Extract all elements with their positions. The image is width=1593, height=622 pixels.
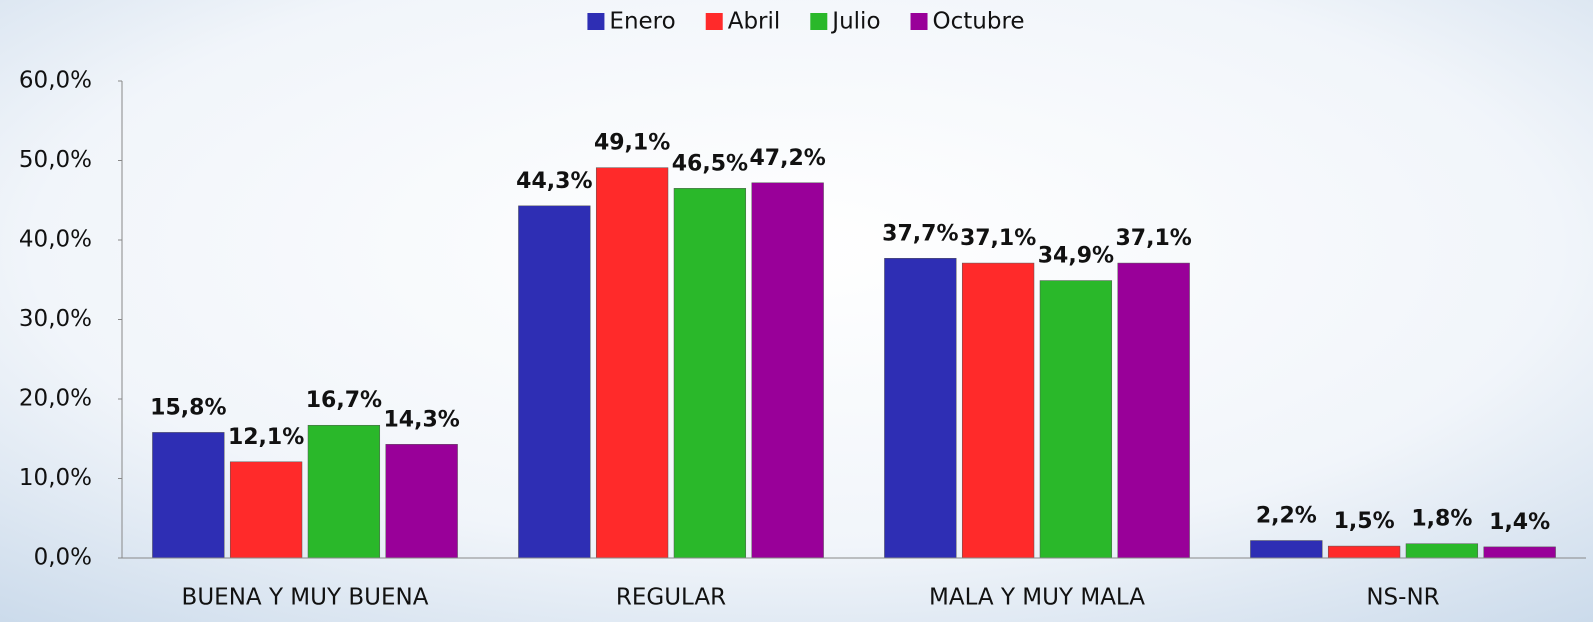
value-label: 37,7% [882,221,958,246]
bar [673,188,747,559]
x-tick-label: BUENA Y MUY BUENA [182,585,429,611]
value-label: 1,8% [1411,507,1472,532]
value-label: 1,4% [1489,510,1550,535]
value-label: 47,2% [749,146,825,171]
legend-swatch [810,13,828,30]
legend-swatch [587,13,605,30]
bar [1405,543,1479,559]
legend-label: Octubre [933,9,1025,35]
y-tick-label: 40,0% [19,227,92,253]
bar [751,182,824,559]
bar [1483,546,1556,559]
value-label: 12,1% [228,425,304,450]
value-label: 2,2% [1256,504,1317,529]
value-label: 14,3% [383,407,459,432]
value-label: 16,7% [306,388,382,413]
x-tick-label: NS-NR [1366,585,1439,611]
value-label: 37,1% [960,226,1036,251]
value-label: 34,9% [1038,244,1114,269]
x-tick-label: REGULAR [616,585,726,611]
legend-label: Abril [728,9,781,35]
value-label: 44,3% [516,169,592,194]
bar [152,432,225,559]
value-label: 46,5% [672,151,748,176]
y-tick-label: 0,0% [34,545,92,571]
bar [229,461,303,559]
bar [1250,540,1323,559]
bar [884,258,957,559]
x-tick-label: MALA Y MUY MALA [929,585,1145,611]
bar [961,262,1035,559]
value-label: 37,1% [1115,226,1191,251]
y-tick-label: 10,0% [19,465,92,491]
legend-label: Enero [609,9,675,35]
value-label: 15,8% [150,395,226,420]
value-label: 1,5% [1334,509,1395,534]
bar [385,444,458,559]
bar [1039,280,1113,559]
value-label: 49,1% [594,131,670,156]
y-tick-label: 30,0% [19,306,92,332]
bar [1327,545,1401,559]
bar [1117,262,1190,559]
bar [595,167,669,559]
bar [307,424,381,559]
legend-swatch [705,13,723,30]
y-tick-label: 20,0% [19,386,92,412]
legend-swatch [910,13,928,30]
legend-label: Julio [830,9,880,35]
y-tick-label: 60,0% [19,68,92,94]
y-tick-label: 50,0% [19,147,92,173]
bar [518,205,591,559]
